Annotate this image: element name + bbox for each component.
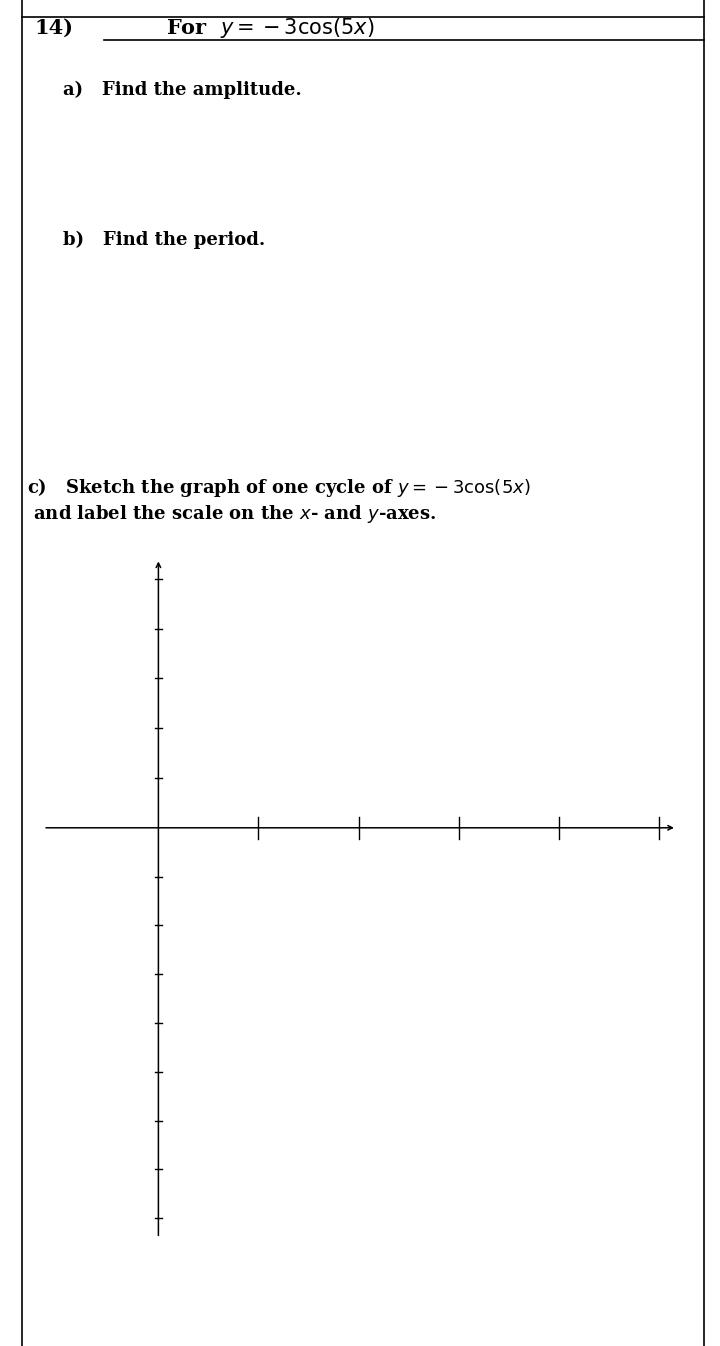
Text: and label the scale on the $x$- and $y$-axes.: and label the scale on the $x$- and $y$-… <box>27 503 437 525</box>
Text: a)   Find the amplitude.: a) Find the amplitude. <box>63 81 302 100</box>
Text: For  $y = -3\cos(5x)$: For $y = -3\cos(5x)$ <box>166 16 374 40</box>
Text: b)   Find the period.: b) Find the period. <box>63 230 266 249</box>
Text: 14): 14) <box>35 19 73 38</box>
Text: c)   Sketch the graph of one cycle of $y = -3\cos(5x)$: c) Sketch the graph of one cycle of $y =… <box>27 475 531 499</box>
